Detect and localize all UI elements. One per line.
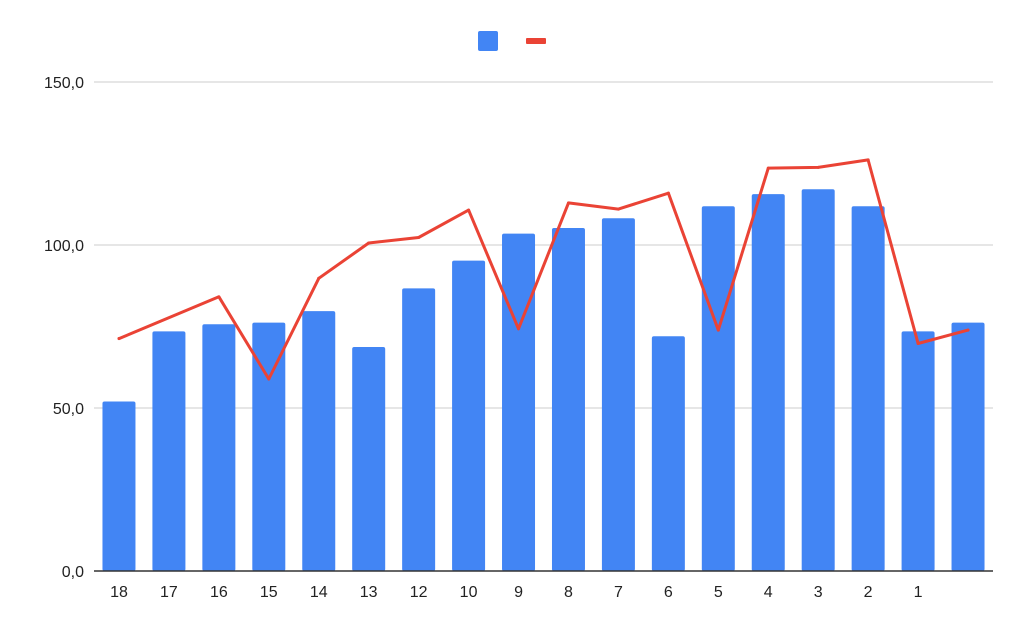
line-point bbox=[566, 201, 570, 205]
bar bbox=[102, 401, 136, 571]
bar bbox=[202, 324, 236, 571]
line-point bbox=[916, 341, 920, 345]
line-point bbox=[517, 327, 521, 331]
line-point bbox=[866, 158, 870, 162]
line-point bbox=[367, 241, 371, 245]
bar bbox=[751, 194, 785, 572]
bar bbox=[452, 260, 486, 571]
bar bbox=[302, 311, 336, 571]
x-tick-label: 15 bbox=[260, 584, 278, 601]
line-point bbox=[217, 295, 221, 299]
line-point bbox=[317, 276, 321, 280]
line-point bbox=[117, 337, 121, 341]
x-tick-label: 5 bbox=[714, 584, 723, 601]
y-tick-label: 0,0 bbox=[62, 564, 84, 581]
y-tick-label: 150,0 bbox=[44, 75, 84, 92]
legend bbox=[478, 31, 546, 51]
x-tick-label: 2 bbox=[864, 584, 873, 601]
line-point bbox=[267, 377, 271, 381]
x-tick-label: 9 bbox=[514, 584, 523, 601]
gridlines bbox=[94, 81, 993, 409]
x-tick-label: 8 bbox=[564, 584, 573, 601]
x-tick-label: 10 bbox=[460, 584, 478, 601]
x-tick-label: 6 bbox=[664, 584, 673, 601]
x-tick-label: 18 bbox=[110, 584, 128, 601]
bar bbox=[502, 233, 536, 571]
bar bbox=[901, 331, 935, 571]
bar bbox=[402, 288, 436, 571]
line-point bbox=[616, 207, 620, 211]
x-tick-label: 13 bbox=[360, 584, 378, 601]
legend-bar-swatch bbox=[478, 31, 498, 51]
x-tick-label: 1 bbox=[914, 584, 923, 601]
line-path bbox=[117, 158, 970, 381]
line-series bbox=[117, 158, 970, 381]
y-tick-label: 100,0 bbox=[44, 238, 84, 255]
line-point bbox=[417, 236, 421, 240]
line-point bbox=[966, 328, 970, 332]
bar bbox=[601, 218, 635, 571]
x-tick-label: 4 bbox=[764, 584, 773, 601]
bar-series bbox=[102, 189, 985, 572]
x-tick-label: 3 bbox=[814, 584, 823, 601]
line-point bbox=[766, 166, 770, 170]
bar bbox=[651, 336, 685, 571]
bar bbox=[851, 206, 885, 571]
x-axis-ticks: 18 17 16 15 14 13 12 10 9 8 7 6 5 4 3 2 1 bbox=[110, 584, 923, 601]
x-tick-label: 14 bbox=[310, 584, 328, 601]
x-tick-label: 7 bbox=[614, 584, 623, 601]
x-tick-label: 16 bbox=[210, 584, 228, 601]
line-point bbox=[666, 191, 670, 195]
bar bbox=[701, 206, 735, 571]
x-tick-label: 12 bbox=[410, 584, 428, 601]
bar bbox=[551, 228, 585, 571]
bar bbox=[352, 347, 386, 571]
bar bbox=[801, 189, 835, 571]
x-tick-label: 17 bbox=[160, 584, 178, 601]
bar bbox=[951, 322, 985, 571]
bar bbox=[252, 322, 286, 571]
line-point bbox=[816, 165, 820, 169]
y-axis-ticks: 0,0 50,0 100,0 150,0 bbox=[44, 75, 84, 581]
line-point bbox=[467, 208, 471, 212]
line-point bbox=[716, 328, 720, 332]
legend-line-swatch bbox=[526, 38, 546, 44]
y-tick-label: 50,0 bbox=[53, 401, 84, 418]
bar bbox=[152, 331, 186, 571]
